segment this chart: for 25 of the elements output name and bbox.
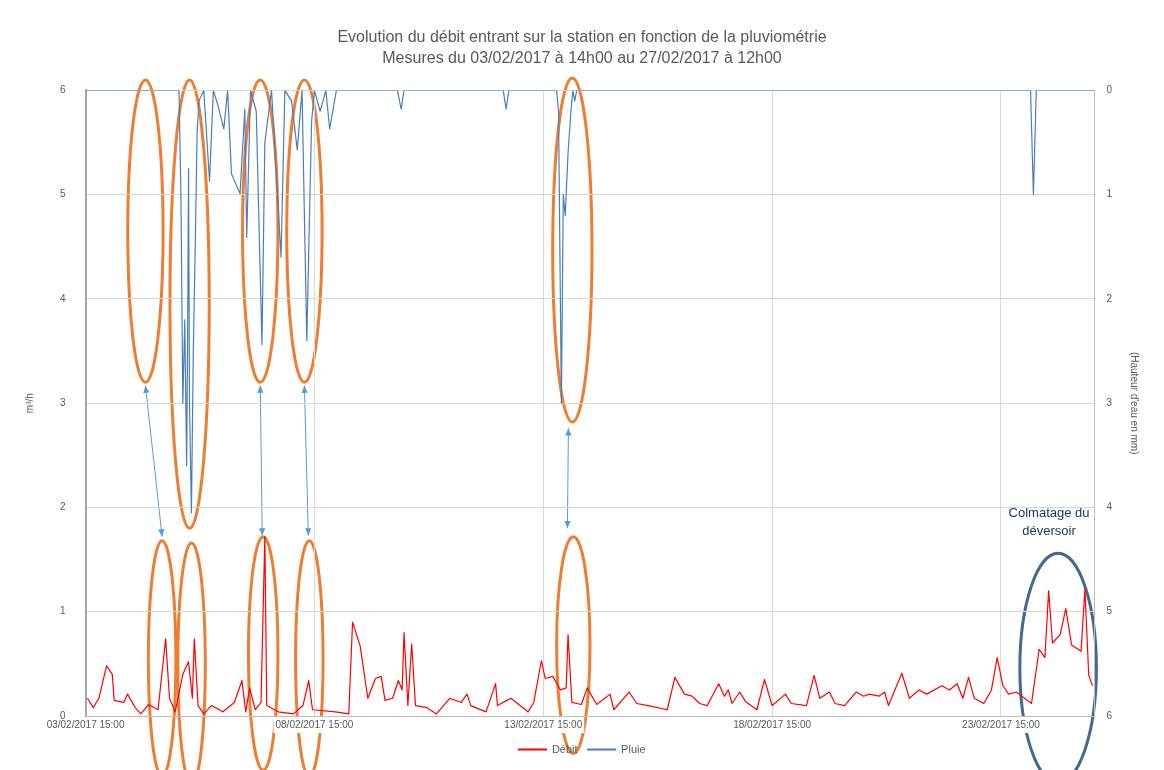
- legend-label: Pluie: [621, 742, 646, 755]
- y-tick-label: 1: [60, 605, 66, 617]
- y-tick-label: 5: [60, 188, 66, 200]
- y2-axis-title: (Hauteur d'eau en mm): [1129, 351, 1141, 455]
- chart-subtitle: Mesures du 03/02/2017 à 14h00 au 27/02/2017 à 12h00: [382, 49, 782, 67]
- y2-tick-label: 1: [1106, 188, 1113, 200]
- x-tick-label: 13/02/2017 15:00: [504, 718, 583, 730]
- y-tick-label: 6: [60, 84, 66, 96]
- x-tick-label: 23/02/2017 15:00: [962, 718, 1041, 730]
- y2-tick-label: 2: [1106, 292, 1113, 304]
- chart-title: Evolution du débit entrant sur la station en fonction de la pluviométrie: [337, 28, 827, 46]
- x-tick-label: 03/02/2017 15:00: [46, 718, 125, 730]
- y-tick-label: 2: [60, 501, 66, 513]
- y-tick-label: 4: [60, 292, 66, 304]
- y-axis-title: m³/h: [23, 393, 35, 414]
- annotation: Colmatage du déversoir: [1008, 504, 1090, 538]
- y-tick-label: 0: [60, 709, 66, 721]
- y-tick-label: 3: [60, 396, 66, 408]
- y2-tick-label: 5: [1106, 605, 1113, 617]
- x-tick-label: 18/02/2017 15:00: [733, 718, 812, 730]
- y2-tick-label: 4: [1106, 501, 1113, 513]
- y2-tick-label: 0: [1106, 84, 1113, 96]
- x-tick-label: 08/02/2017 15:00: [275, 718, 354, 730]
- y2-tick-label: 3: [1106, 396, 1113, 408]
- y2-tick-label: 6: [1106, 709, 1113, 721]
